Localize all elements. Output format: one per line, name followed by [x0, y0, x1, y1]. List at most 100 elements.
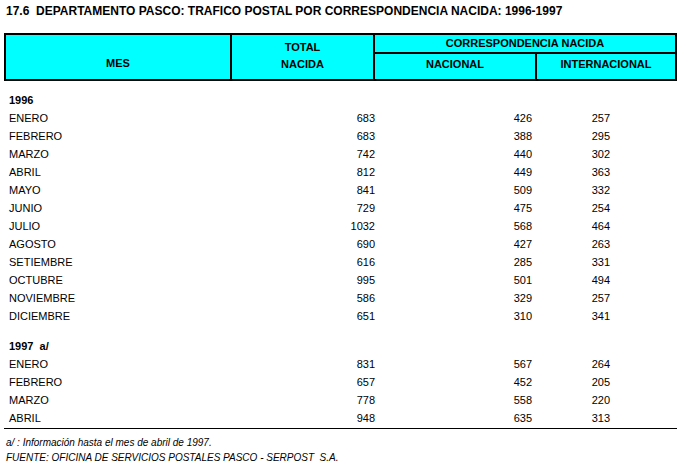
header-cell-internacional: INTERNACIONAL — [537, 54, 675, 79]
total-cell: 1032 — [230, 217, 375, 235]
header-cell-correspondencia-nacida: CORRESPONDENCIA NACIDA — [375, 35, 675, 54]
nacional-cell: 440 — [375, 145, 532, 163]
table-row: ABRIL812449363 — [4, 163, 677, 181]
table-row: FEBRERO683388295 — [4, 127, 677, 145]
year-heading: 1997 a/ — [4, 337, 677, 355]
nacional-cell: 567 — [375, 355, 532, 373]
nacional-cell: 449 — [375, 163, 532, 181]
header-cell-nacional: NACIONAL — [375, 54, 537, 79]
total-cell: 616 — [230, 253, 375, 271]
nacional-cell: 388 — [375, 127, 532, 145]
month-cell: ABRIL — [4, 163, 230, 181]
total-cell: 812 — [230, 163, 375, 181]
month-cell: JUNIO — [4, 199, 230, 217]
internacional-cell: 257 — [532, 289, 610, 307]
table-title: 17.6 DEPARTAMENTO PASCO: TRAFICO POSTAL … — [6, 4, 562, 18]
total-cell: 657 — [230, 373, 375, 391]
nacional-cell: 568 — [375, 217, 532, 235]
month-cell: MARZO — [4, 145, 230, 163]
total-cell: 995 — [230, 271, 375, 289]
table-row: MAYO841509332 — [4, 181, 677, 199]
month-cell: FEBRERO — [4, 127, 230, 145]
year-heading: 1996 — [4, 91, 677, 109]
header-label-mes: MES — [106, 57, 130, 79]
total-cell: 683 — [230, 127, 375, 145]
nacional-cell: 426 — [375, 109, 532, 127]
table-row: ENERO831567264 — [4, 355, 677, 373]
total-cell: 651 — [230, 307, 375, 325]
nacional-cell: 452 — [375, 373, 532, 391]
table-row: AGOSTO690427263 — [4, 235, 677, 253]
internacional-cell: 295 — [532, 127, 610, 145]
table-body: 1996ENERO683426257FEBRERO683388295MARZO7… — [4, 91, 677, 427]
table-row: JULIO1032568464 — [4, 217, 677, 235]
table-row: FEBRERO657452205 — [4, 373, 677, 391]
month-cell: AGOSTO — [4, 235, 230, 253]
nacional-cell: 475 — [375, 199, 532, 217]
header-group-correspondencia: CORRESPONDENCIA NACIDA NACIONAL INTERNAC… — [375, 35, 675, 79]
internacional-cell: 341 — [532, 307, 610, 325]
year-section: 1997 a/ENERO831567264FEBRERO657452205MAR… — [4, 337, 677, 427]
internacional-cell: 263 — [532, 235, 610, 253]
internacional-cell: 313 — [532, 409, 610, 427]
table-header: MES TOTAL NACIDA CORRESPONDENCIA NACIDA … — [4, 33, 677, 81]
table-row: OCTUBRE995501494 — [4, 271, 677, 289]
total-cell: 683 — [230, 109, 375, 127]
internacional-cell: 264 — [532, 355, 610, 373]
table-row: DICIEMBRE651310341 — [4, 307, 677, 325]
internacional-cell: 363 — [532, 163, 610, 181]
internacional-cell: 257 — [532, 109, 610, 127]
internacional-cell: 332 — [532, 181, 610, 199]
nacional-cell: 310 — [375, 307, 532, 325]
month-cell: SETIEMBRE — [4, 253, 230, 271]
internacional-cell: 205 — [532, 373, 610, 391]
nacional-cell: 509 — [375, 181, 532, 199]
internacional-cell: 464 — [532, 217, 610, 235]
header-label-nacida: NACIDA — [232, 56, 373, 73]
source-note: FUENTE: OFICINA DE SERVICIOS POSTALES PA… — [6, 452, 338, 463]
internacional-cell: 331 — [532, 253, 610, 271]
month-cell: ENERO — [4, 109, 230, 127]
table-row: MARZO778558220 — [4, 391, 677, 409]
year-section: 1996ENERO683426257FEBRERO683388295MARZO7… — [4, 91, 677, 325]
total-cell: 948 — [230, 409, 375, 427]
month-cell: ABRIL — [4, 409, 230, 427]
table-row: JUNIO729475254 — [4, 199, 677, 217]
total-cell: 841 — [230, 181, 375, 199]
header-label-total: TOTAL — [232, 39, 373, 56]
header-group-columns: NACIONAL INTERNACIONAL — [375, 54, 675, 79]
total-cell: 729 — [230, 199, 375, 217]
month-cell: DICIEMBRE — [4, 307, 230, 325]
nacional-cell: 427 — [375, 235, 532, 253]
month-cell: JULIO — [4, 217, 230, 235]
header-cell-total-nacida: TOTAL NACIDA — [232, 35, 375, 79]
total-cell: 831 — [230, 355, 375, 373]
month-cell: OCTUBRE — [4, 271, 230, 289]
internacional-cell: 220 — [532, 391, 610, 409]
month-cell: FEBRERO — [4, 373, 230, 391]
nacional-cell: 329 — [375, 289, 532, 307]
nacional-cell: 558 — [375, 391, 532, 409]
header-cell-mes: MES — [6, 35, 232, 79]
footer-divider — [4, 428, 677, 429]
month-cell: MAYO — [4, 181, 230, 199]
footnote: a/ : Información hasta el mes de abril d… — [6, 437, 212, 448]
nacional-cell: 635 — [375, 409, 532, 427]
total-cell: 586 — [230, 289, 375, 307]
nacional-cell: 501 — [375, 271, 532, 289]
month-cell: ENERO — [4, 355, 230, 373]
table-row: MARZO742440302 — [4, 145, 677, 163]
internacional-cell: 494 — [532, 271, 610, 289]
internacional-cell: 302 — [532, 145, 610, 163]
table-row: NOVIEMBRE586329257 — [4, 289, 677, 307]
table-row: ABRIL948635313 — [4, 409, 677, 427]
nacional-cell: 285 — [375, 253, 532, 271]
internacional-cell: 254 — [532, 199, 610, 217]
month-cell: MARZO — [4, 391, 230, 409]
month-cell: NOVIEMBRE — [4, 289, 230, 307]
total-cell: 778 — [230, 391, 375, 409]
table-row: SETIEMBRE616285331 — [4, 253, 677, 271]
table-row: ENERO683426257 — [4, 109, 677, 127]
page: 17.6 DEPARTAMENTO PASCO: TRAFICO POSTAL … — [0, 0, 681, 465]
total-cell: 742 — [230, 145, 375, 163]
